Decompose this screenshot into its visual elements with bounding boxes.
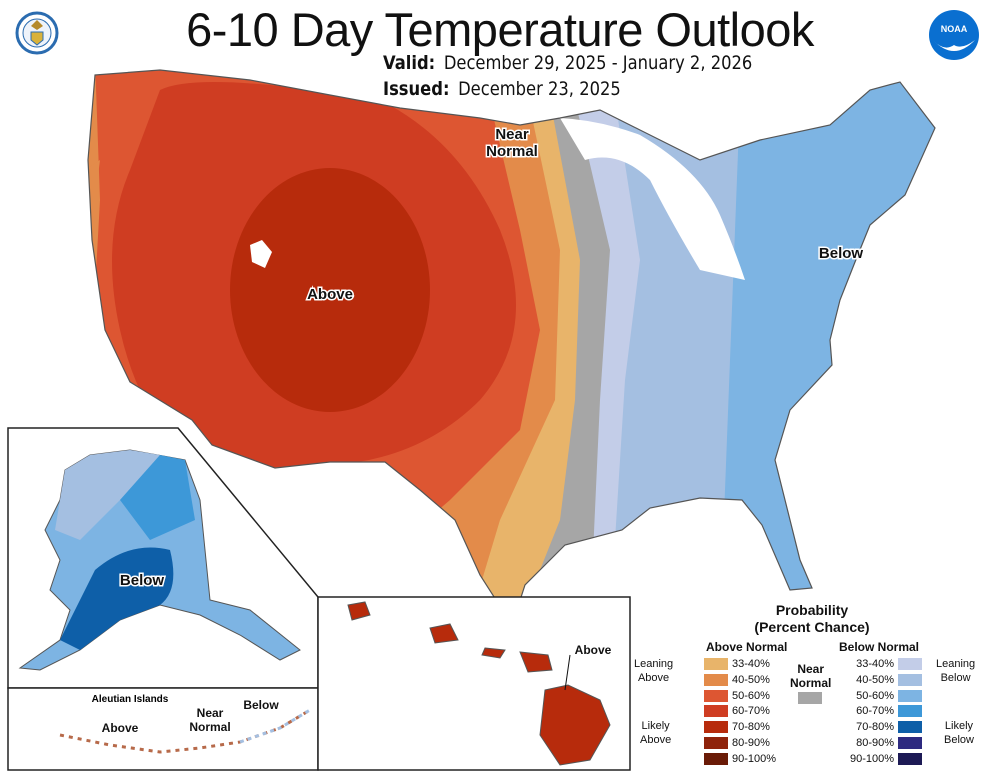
conus-near-label-1: Near bbox=[495, 126, 529, 143]
legend-range: 40-50% bbox=[856, 673, 894, 686]
aleutian-below-label: Below bbox=[243, 698, 279, 712]
near-normal-label: Near Normal bbox=[790, 662, 832, 690]
legend-below-row: 40-50% bbox=[842, 673, 922, 687]
alaska-inset: Below bbox=[7, 427, 319, 689]
legend-range: 40-50% bbox=[732, 673, 770, 686]
near-normal-swatch bbox=[798, 692, 822, 704]
below-normal-header: Below Normal bbox=[839, 640, 920, 654]
hawaii-inset: Above bbox=[317, 596, 631, 771]
likely-below-label: Likely Below bbox=[944, 720, 974, 746]
legend-range: 80-90% bbox=[856, 737, 894, 749]
legend-above-row: 70-80% bbox=[704, 720, 770, 734]
conus-above-label: Above bbox=[307, 286, 353, 303]
aleutian-near-label-1: Near bbox=[197, 706, 224, 720]
legend-swatch bbox=[898, 673, 922, 686]
legend-swatch bbox=[704, 705, 728, 718]
legend-swatch bbox=[898, 689, 922, 702]
legend-range: 33-40% bbox=[732, 658, 770, 670]
legend: Probability (Percent Chance) Above Norma… bbox=[632, 600, 998, 772]
legend-range: 50-60% bbox=[732, 689, 770, 702]
legend-above-row: 60-70% bbox=[704, 704, 770, 718]
legend-range: 90-100% bbox=[732, 752, 777, 765]
leaning-below-label: Leaning Below bbox=[936, 658, 976, 684]
legend-range: 50-60% bbox=[856, 689, 894, 702]
page-title: 6-10 Day Temperature Outlook bbox=[186, 3, 814, 56]
likely-above-label: Likely Above bbox=[640, 720, 672, 746]
legend-swatch bbox=[704, 737, 728, 749]
valid-dates: Valid: December 29, 2025 - January 2, 202… bbox=[383, 52, 753, 74]
legend-below-row: 80-90% bbox=[842, 736, 922, 750]
legend-below-row: 50-60% bbox=[842, 689, 922, 703]
aleutian-near-label-2: Normal bbox=[189, 720, 230, 734]
legend-subtitle: (Percent Chance) bbox=[754, 619, 870, 635]
aleutian-title: Aleutian Islands bbox=[92, 694, 169, 705]
legend-range: 33-40% bbox=[856, 658, 894, 670]
legend-swatch bbox=[898, 705, 922, 718]
legend-swatch bbox=[704, 752, 728, 765]
legend-range: 60-70% bbox=[856, 705, 894, 718]
alaska-below-label: Below bbox=[120, 572, 165, 589]
legend-below-row: 70-80% bbox=[842, 720, 922, 734]
legend-range: 60-70% bbox=[732, 705, 770, 718]
legend-below-row: 33-40% bbox=[842, 657, 922, 671]
legend-swatch bbox=[898, 737, 922, 749]
legend-swatch bbox=[898, 658, 922, 670]
legend-swatch bbox=[898, 721, 922, 734]
conus-near-label-2: Normal bbox=[486, 143, 538, 160]
legend-above-row: 50-60% bbox=[704, 689, 770, 703]
legend-range: 80-90% bbox=[732, 737, 770, 749]
legend-range: 70-80% bbox=[856, 721, 894, 734]
legend-above-row: 33-40% bbox=[704, 657, 770, 671]
legend-swatch bbox=[704, 658, 728, 670]
legend-swatch bbox=[704, 689, 728, 702]
legend-above-row: 80-90% bbox=[704, 736, 770, 750]
aleutian-inset: Aleutian Islands Above Near Normal Below bbox=[7, 687, 319, 771]
legend-below-row: 60-70% bbox=[842, 704, 922, 718]
legend-swatch bbox=[704, 673, 728, 686]
above-normal-header: Above Normal bbox=[706, 640, 788, 654]
svg-text:NOAA: NOAA bbox=[941, 24, 968, 34]
legend-swatch bbox=[704, 721, 728, 734]
leaning-above-label: Leaning Above bbox=[634, 658, 674, 684]
noaa-logo: NOAA bbox=[929, 10, 979, 60]
legend-swatch bbox=[898, 752, 922, 765]
legend-above-row: 90-100% bbox=[704, 752, 776, 766]
aleutian-above-label: Above bbox=[102, 721, 139, 735]
legend-above-row: 40-50% bbox=[704, 673, 770, 687]
legend-range: 90-100% bbox=[849, 752, 894, 765]
department-of-commerce-seal bbox=[15, 11, 59, 55]
legend-title: Probability bbox=[775, 602, 849, 618]
legend-range: 70-80% bbox=[732, 721, 770, 734]
hawaii-above-label: Above bbox=[575, 643, 612, 657]
legend-below-row: 90-100% bbox=[842, 752, 922, 766]
conus-below-label: Below bbox=[819, 245, 864, 262]
issued-date: Issued: December 23, 2025 bbox=[383, 78, 621, 100]
